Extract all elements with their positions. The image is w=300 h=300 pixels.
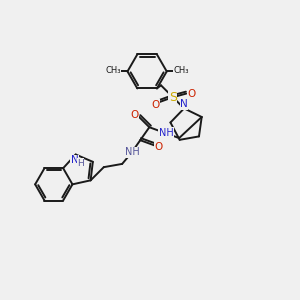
Text: N: N bbox=[180, 100, 188, 110]
Text: O: O bbox=[187, 88, 195, 99]
Text: NH: NH bbox=[159, 128, 174, 138]
Text: O: O bbox=[152, 100, 160, 110]
Text: CH₃: CH₃ bbox=[174, 66, 189, 75]
Text: S: S bbox=[169, 91, 177, 104]
Text: NH: NH bbox=[125, 147, 140, 157]
Text: O: O bbox=[131, 110, 139, 120]
Text: O: O bbox=[154, 142, 162, 152]
Text: CH₃: CH₃ bbox=[105, 66, 121, 75]
Text: N: N bbox=[71, 155, 79, 165]
Text: H: H bbox=[77, 159, 84, 168]
